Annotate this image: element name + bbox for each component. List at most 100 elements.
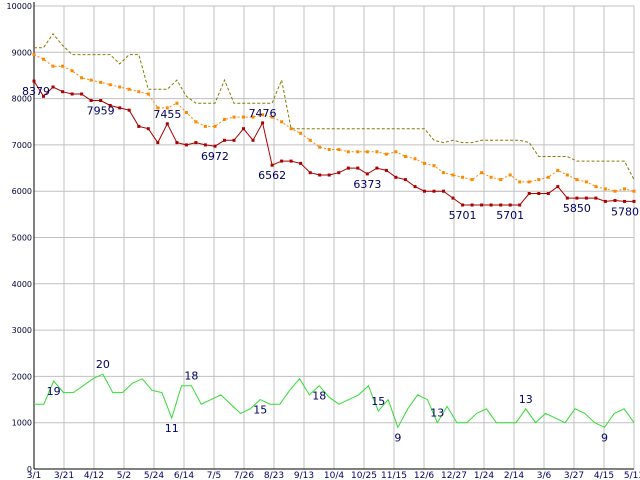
x-tick-label: 3/6 (537, 471, 552, 480)
moving-average-point (127, 87, 131, 91)
x-tick-label: 12/27 (441, 471, 467, 480)
moving-average-point (508, 173, 512, 177)
price-point (156, 141, 160, 145)
y-tick-label: 5000 (12, 234, 32, 243)
x-tick-label: 7/5 (207, 471, 221, 480)
x-tick-label: 7/26 (234, 471, 254, 480)
price-point (232, 138, 236, 142)
price-point (308, 171, 312, 175)
price-data-label: 5850 (563, 202, 591, 215)
volume-data-label: 9 (601, 431, 608, 444)
moving-average-point (42, 57, 45, 61)
x-tick-label: 10/25 (351, 471, 377, 480)
volume-data-label: 9 (394, 431, 401, 444)
x-tick-label: 3/1 (27, 471, 41, 480)
x-tick-label: 5/2 (117, 471, 131, 480)
moving-average-point (118, 85, 122, 89)
moving-average-point (480, 171, 484, 175)
moving-average-point (280, 120, 284, 124)
moving-average-point (203, 124, 207, 128)
price-point (365, 172, 369, 176)
x-tick-label: 6/14 (174, 471, 194, 480)
price-data-label: 5701 (449, 209, 477, 222)
price-point (384, 168, 388, 172)
moving-average-point (632, 189, 636, 193)
moving-average-point (327, 148, 331, 151)
y-tick-label: 6000 (12, 187, 32, 196)
price-point (70, 92, 74, 96)
price-point (165, 122, 169, 126)
price-point (299, 161, 303, 165)
moving-average-point (89, 78, 93, 82)
moving-average-point (584, 180, 588, 184)
price-point (184, 143, 188, 147)
volume-data-label: 13 (519, 393, 533, 406)
price-point (546, 192, 550, 195)
moving-average-line (33, 54, 635, 192)
moving-average-point (375, 150, 379, 154)
moving-average-point (527, 180, 531, 184)
price-point (394, 175, 398, 179)
y-tick-label: 8000 (12, 95, 32, 104)
y-tick-label: 2000 (12, 372, 32, 381)
x-tick-label: 11/15 (381, 471, 407, 480)
moving-average-point (308, 138, 312, 142)
price-point (537, 192, 541, 195)
moving-average-point (575, 178, 579, 182)
price-data-label: 5780 (611, 205, 639, 218)
price-point (175, 141, 179, 145)
x-tick-label: 5/13 (624, 471, 640, 480)
moving-average-point (213, 124, 217, 128)
y-tick-label: 4000 (12, 280, 32, 289)
y-tick-label: 10000 (7, 2, 32, 11)
price-data-label: 6562 (258, 169, 286, 182)
moving-average-point (461, 175, 465, 179)
price-point (527, 192, 531, 195)
price-point (337, 171, 341, 175)
volume-line (34, 373, 635, 429)
price-data-label: 6972 (201, 150, 229, 163)
moving-average-point (356, 150, 360, 154)
price-line (33, 80, 634, 206)
price-point (346, 166, 350, 170)
moving-average-point (184, 111, 188, 114)
moving-average-point (518, 180, 522, 184)
volume-data-label: 13 (430, 407, 444, 420)
moving-average-point (337, 148, 341, 151)
x-tick-label: 4/12 (84, 471, 104, 480)
moving-average-point (556, 168, 560, 172)
price-point (594, 196, 598, 200)
moving-average-point (70, 69, 74, 73)
price-point (480, 203, 484, 207)
upper-line (34, 32, 635, 180)
moving-average-point (613, 189, 617, 193)
x-tick-label: 4/15 (594, 471, 614, 480)
moving-average-point (146, 92, 150, 96)
data-labels: 8379 7959 7455 6972 7476 6562 6373 5701 5701 5850… (22, 85, 639, 444)
price-point (442, 189, 445, 193)
moving-average-point (156, 106, 160, 110)
price-data-label: 8379 (22, 85, 50, 98)
price-point (575, 196, 579, 200)
moving-average-point (165, 106, 169, 110)
y-tick-label: 3000 (12, 326, 32, 335)
y-axis-ticks: 0 1000 2000 3000 4000 5000 6000 7000 8000 9000 100… (7, 2, 32, 474)
moving-average-point (470, 178, 474, 182)
price-point (556, 185, 560, 189)
moving-average-point (99, 80, 103, 84)
moving-average-point (365, 150, 369, 154)
price-point (99, 99, 103, 102)
price-point (623, 199, 626, 203)
moving-average-point (499, 178, 503, 182)
price-point (499, 203, 503, 207)
moving-average-point (251, 115, 255, 119)
price-point (80, 92, 84, 96)
moving-average-point (565, 173, 569, 177)
price-point (270, 163, 274, 167)
x-tick-label: 9/13 (294, 471, 314, 480)
price-point (203, 143, 207, 147)
moving-average-point (175, 101, 179, 105)
price-point (423, 189, 426, 193)
price-point (261, 121, 265, 125)
